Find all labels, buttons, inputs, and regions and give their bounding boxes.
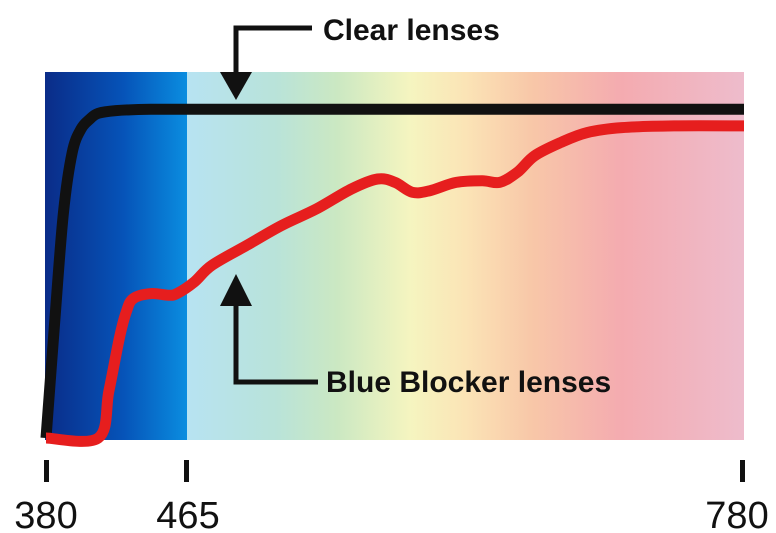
spectrum-background	[45, 72, 744, 440]
x-tick-label-465: 465	[156, 495, 219, 533]
blue-band	[45, 72, 187, 440]
blue-blocker-line	[45, 120, 745, 447]
blue-blocker-label: Blue Blocker lenses	[326, 366, 611, 399]
clear-lenses-line	[40, 103, 744, 439]
blue-blocker-arrowhead	[220, 274, 252, 306]
x-tick-label-780: 780	[705, 495, 768, 533]
clear-lenses-arrowhead	[220, 72, 252, 100]
x-tick-label-380: 380	[14, 495, 77, 533]
x-tick-465	[184, 460, 189, 482]
clear-lenses-pointer	[233, 25, 312, 74]
series-layer	[40, 103, 745, 447]
x-tick-780	[740, 460, 745, 482]
x-tick-380	[44, 460, 49, 482]
visible-band	[187, 72, 744, 440]
clear-lenses-label: Clear lenses	[323, 14, 500, 47]
blue-blocker-pointer	[233, 304, 318, 385]
annotation-clear-lenses: Clear lenses	[220, 14, 500, 100]
annotation-blue-blocker: Blue Blocker lenses	[220, 274, 611, 399]
x-axis: 380 465 780	[14, 460, 769, 533]
